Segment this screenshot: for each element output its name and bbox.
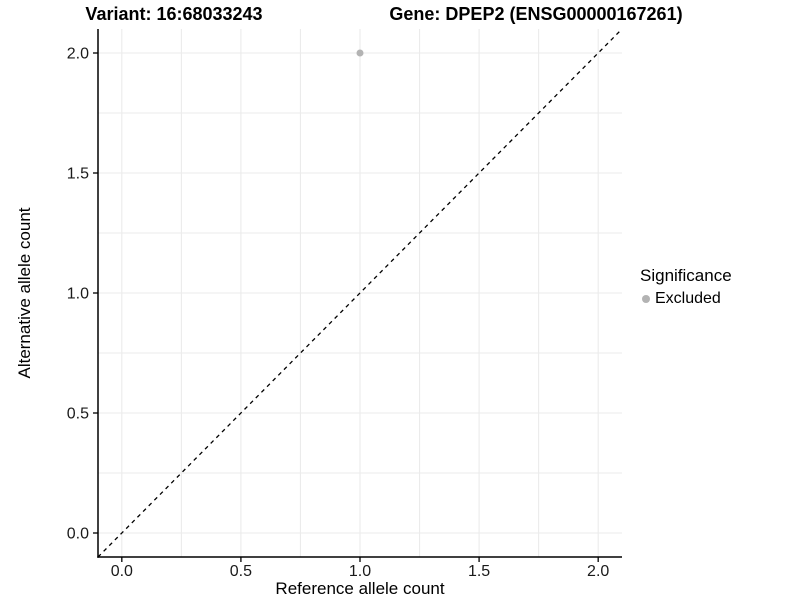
legend: Significance Excluded bbox=[640, 266, 732, 309]
y-tick-label: 0.0 bbox=[67, 526, 89, 543]
y-tick-label: 1.5 bbox=[67, 166, 89, 183]
legend-item-excluded: Excluded bbox=[642, 289, 732, 309]
data-point-excluded bbox=[356, 49, 364, 57]
x-tick-label: 0.5 bbox=[230, 563, 252, 580]
excluded-point-swatch-icon bbox=[642, 295, 650, 303]
x-axis-title: Reference allele count bbox=[275, 579, 445, 598]
x-tick-label: 0.0 bbox=[111, 563, 133, 580]
x-tick-label: 1.0 bbox=[349, 563, 371, 580]
variant-title: Variant: 16:68033243 bbox=[85, 4, 263, 24]
legend-item-label: Excluded bbox=[655, 290, 721, 307]
identity-reference-line bbox=[97, 28, 623, 558]
legend-title: Significance bbox=[640, 266, 732, 285]
y-axis-title: Alternative allele count bbox=[15, 207, 34, 379]
y-tick-label: 1.0 bbox=[67, 286, 89, 303]
y-tick-label: 2.0 bbox=[67, 46, 89, 63]
y-tick-label: 0.5 bbox=[67, 406, 89, 423]
x-tick-label: 2.0 bbox=[587, 563, 609, 580]
x-tick-label: 1.5 bbox=[468, 563, 490, 580]
gene-title: Gene: DPEP2 (ENSG00000167261) bbox=[389, 4, 683, 24]
